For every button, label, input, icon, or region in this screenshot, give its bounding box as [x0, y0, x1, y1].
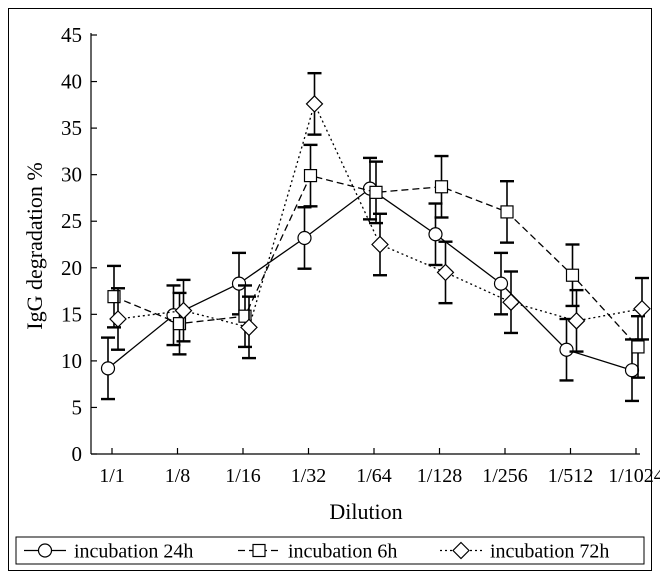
data-point-diamond — [109, 310, 127, 328]
x-tick-label: 1/1 — [99, 465, 125, 487]
y-tick-label: 0 — [72, 442, 83, 466]
x-tick-label: 1/128 — [417, 465, 463, 487]
data-point-circle — [428, 227, 443, 242]
data-point-diamond — [633, 299, 651, 318]
x-tick-label: 1/32 — [291, 465, 327, 487]
x-tick-label: 1/16 — [225, 465, 261, 487]
data-point-diamond — [502, 293, 520, 312]
legend-label: incubation 72h — [490, 541, 609, 563]
legend-marker-square — [252, 543, 266, 558]
x-tick-label: 1/256 — [482, 465, 528, 487]
data-point-square — [107, 290, 121, 304]
chart-frame — [8, 8, 652, 571]
y-tick-label: 30 — [61, 163, 82, 187]
data-point-diamond — [567, 312, 586, 330]
data-point-diamond — [240, 318, 258, 337]
legend-label: incubation 6h — [288, 541, 397, 563]
data-point-circle — [231, 276, 247, 291]
x-tick-label: 1/8 — [165, 465, 191, 487]
data-point-diamond — [305, 95, 324, 113]
data-point-circle — [493, 276, 509, 291]
data-point-diamond — [371, 235, 389, 254]
y-axis-title: IgG degradation % — [22, 162, 47, 329]
data-point-square — [631, 340, 645, 354]
data-point-square — [238, 309, 252, 323]
data-point-square — [172, 317, 187, 331]
data-point-circle — [297, 230, 312, 246]
legend-marker-diamond — [452, 541, 470, 560]
x-tick-label: 1/1024 — [608, 465, 660, 487]
data-point-circle — [100, 361, 116, 376]
data-point-square — [303, 168, 318, 183]
series-line-square — [113, 174, 639, 348]
data-point-square — [500, 205, 514, 219]
data-point-circle — [559, 342, 574, 357]
data-point-square — [369, 185, 383, 199]
y-tick-label: 40 — [61, 70, 82, 94]
data-point-diamond — [174, 301, 193, 320]
x-tick-label: 1/64 — [356, 465, 392, 487]
legend-marker-circle — [37, 543, 53, 558]
y-tick-label: 20 — [61, 256, 82, 280]
y-tick-label: 45 — [61, 23, 82, 47]
y-tick-label: 35 — [61, 116, 82, 140]
data-point-square — [434, 180, 449, 194]
y-tick-label: 10 — [61, 349, 82, 373]
y-tick-label: 15 — [61, 302, 82, 326]
legend-label: incubation 24h — [74, 541, 193, 563]
y-tick-label: 5 — [72, 395, 83, 419]
y-tick-label: 25 — [61, 209, 82, 233]
legend-box — [15, 536, 645, 565]
x-tick-label: 1/512 — [548, 465, 594, 487]
data-point-square — [565, 268, 580, 282]
x-axis-title: Dilution — [329, 499, 402, 524]
data-point-circle — [624, 363, 640, 378]
data-point-diamond — [436, 263, 455, 282]
